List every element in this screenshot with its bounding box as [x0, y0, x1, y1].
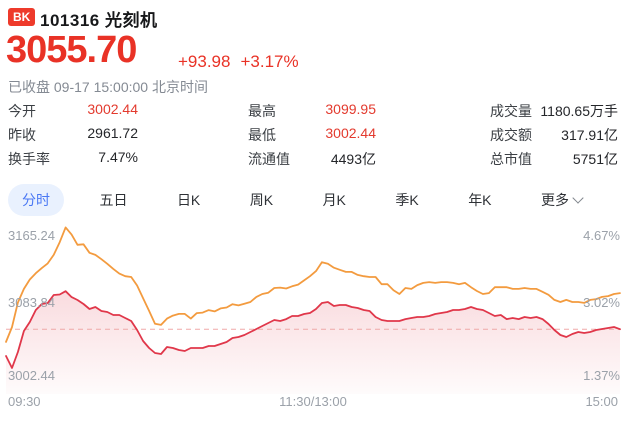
tab-minute[interactable]: 分时: [8, 184, 64, 216]
stat-value: 5751亿: [572, 151, 618, 167]
stat-label: 成交量: [490, 103, 532, 119]
time-midday: 11:30/13:00: [279, 394, 347, 409]
stat-value: 1180.65万手: [540, 103, 618, 119]
left-axis-mid: 3083.84: [8, 295, 55, 310]
left-axis-low: 3002.44: [8, 368, 55, 383]
index-price-line: [5, 290, 621, 369]
page-title: 101316 光刻机: [40, 11, 158, 30]
stat-turnover-rate: 换手率 7.47%: [8, 149, 138, 169]
tab-five-day[interactable]: 五日: [99, 192, 128, 208]
chevron-down-icon: [572, 192, 584, 204]
percent-scale-line: [5, 226, 621, 343]
stat-label: 今开: [8, 103, 36, 119]
tab-weekly-k[interactable]: 周K: [249, 192, 274, 208]
stat-label: 最低: [248, 127, 276, 143]
tab-monthly-k[interactable]: 月K: [322, 192, 346, 208]
tab-quarterly-k[interactable]: 季K: [395, 192, 419, 208]
stat-value: 2961.72: [87, 125, 138, 141]
time-open: 09:30: [8, 394, 41, 409]
time-close: 15:00: [585, 394, 618, 409]
stat-volume: 成交量 1180.65万手: [490, 101, 618, 121]
stat-label: 换手率: [8, 151, 50, 167]
stat-value: 3002.44: [325, 125, 376, 141]
stat-prev-close: 昨收 2961.72: [8, 125, 138, 145]
stat-float-cap: 流通值 4493亿: [248, 149, 376, 169]
price-area-fill: [6, 291, 620, 394]
market-status: 已收盘 09-17 15:00:00 北京时间: [8, 79, 208, 95]
stat-low: 最低 3002.44: [248, 125, 376, 145]
tab-more[interactable]: 更多: [527, 184, 596, 216]
change-percent: +3.17%: [240, 52, 299, 71]
stat-label: 总市值: [490, 151, 532, 167]
stat-high: 最高 3099.95: [248, 101, 376, 121]
right-axis-mid: 3.02%: [583, 295, 620, 310]
current-price: 3055.70: [6, 29, 137, 71]
stat-label: 最高: [248, 103, 276, 119]
stat-total-cap: 总市值 5751亿: [490, 149, 618, 169]
stat-value: 3099.95: [325, 101, 376, 117]
sector-badge: BK: [8, 8, 36, 26]
minute-chart[interactable]: [0, 222, 626, 404]
chart-period-tabbar: 分时 五日 日K 周K 月K 季K 年K 更多: [0, 184, 626, 216]
time-axis: 09:30 11:30/13:00 15:00: [0, 394, 626, 409]
stat-value: 7.47%: [98, 149, 138, 165]
stat-label: 成交额: [490, 127, 532, 143]
stat-label: 昨收: [8, 127, 36, 143]
right-axis-low: 1.37%: [583, 368, 620, 383]
stat-value: 3002.44: [87, 101, 138, 117]
price-change: +93.98 +3.17%: [178, 52, 309, 72]
stat-value: 317.91亿: [561, 127, 618, 143]
stat-open: 今开 3002.44: [8, 101, 138, 121]
more-label: 更多: [541, 192, 569, 208]
change-amount: +93.98: [178, 52, 231, 71]
stat-amount: 成交额 317.91亿: [490, 125, 618, 145]
tab-yearly-k[interactable]: 年K: [468, 192, 492, 208]
tab-daily-k[interactable]: 日K: [176, 192, 201, 208]
left-axis-high: 3165.24: [8, 228, 55, 243]
right-axis-high: 4.67%: [583, 228, 620, 243]
stat-label: 流通值: [248, 151, 290, 167]
stat-value: 4493亿: [330, 151, 376, 167]
